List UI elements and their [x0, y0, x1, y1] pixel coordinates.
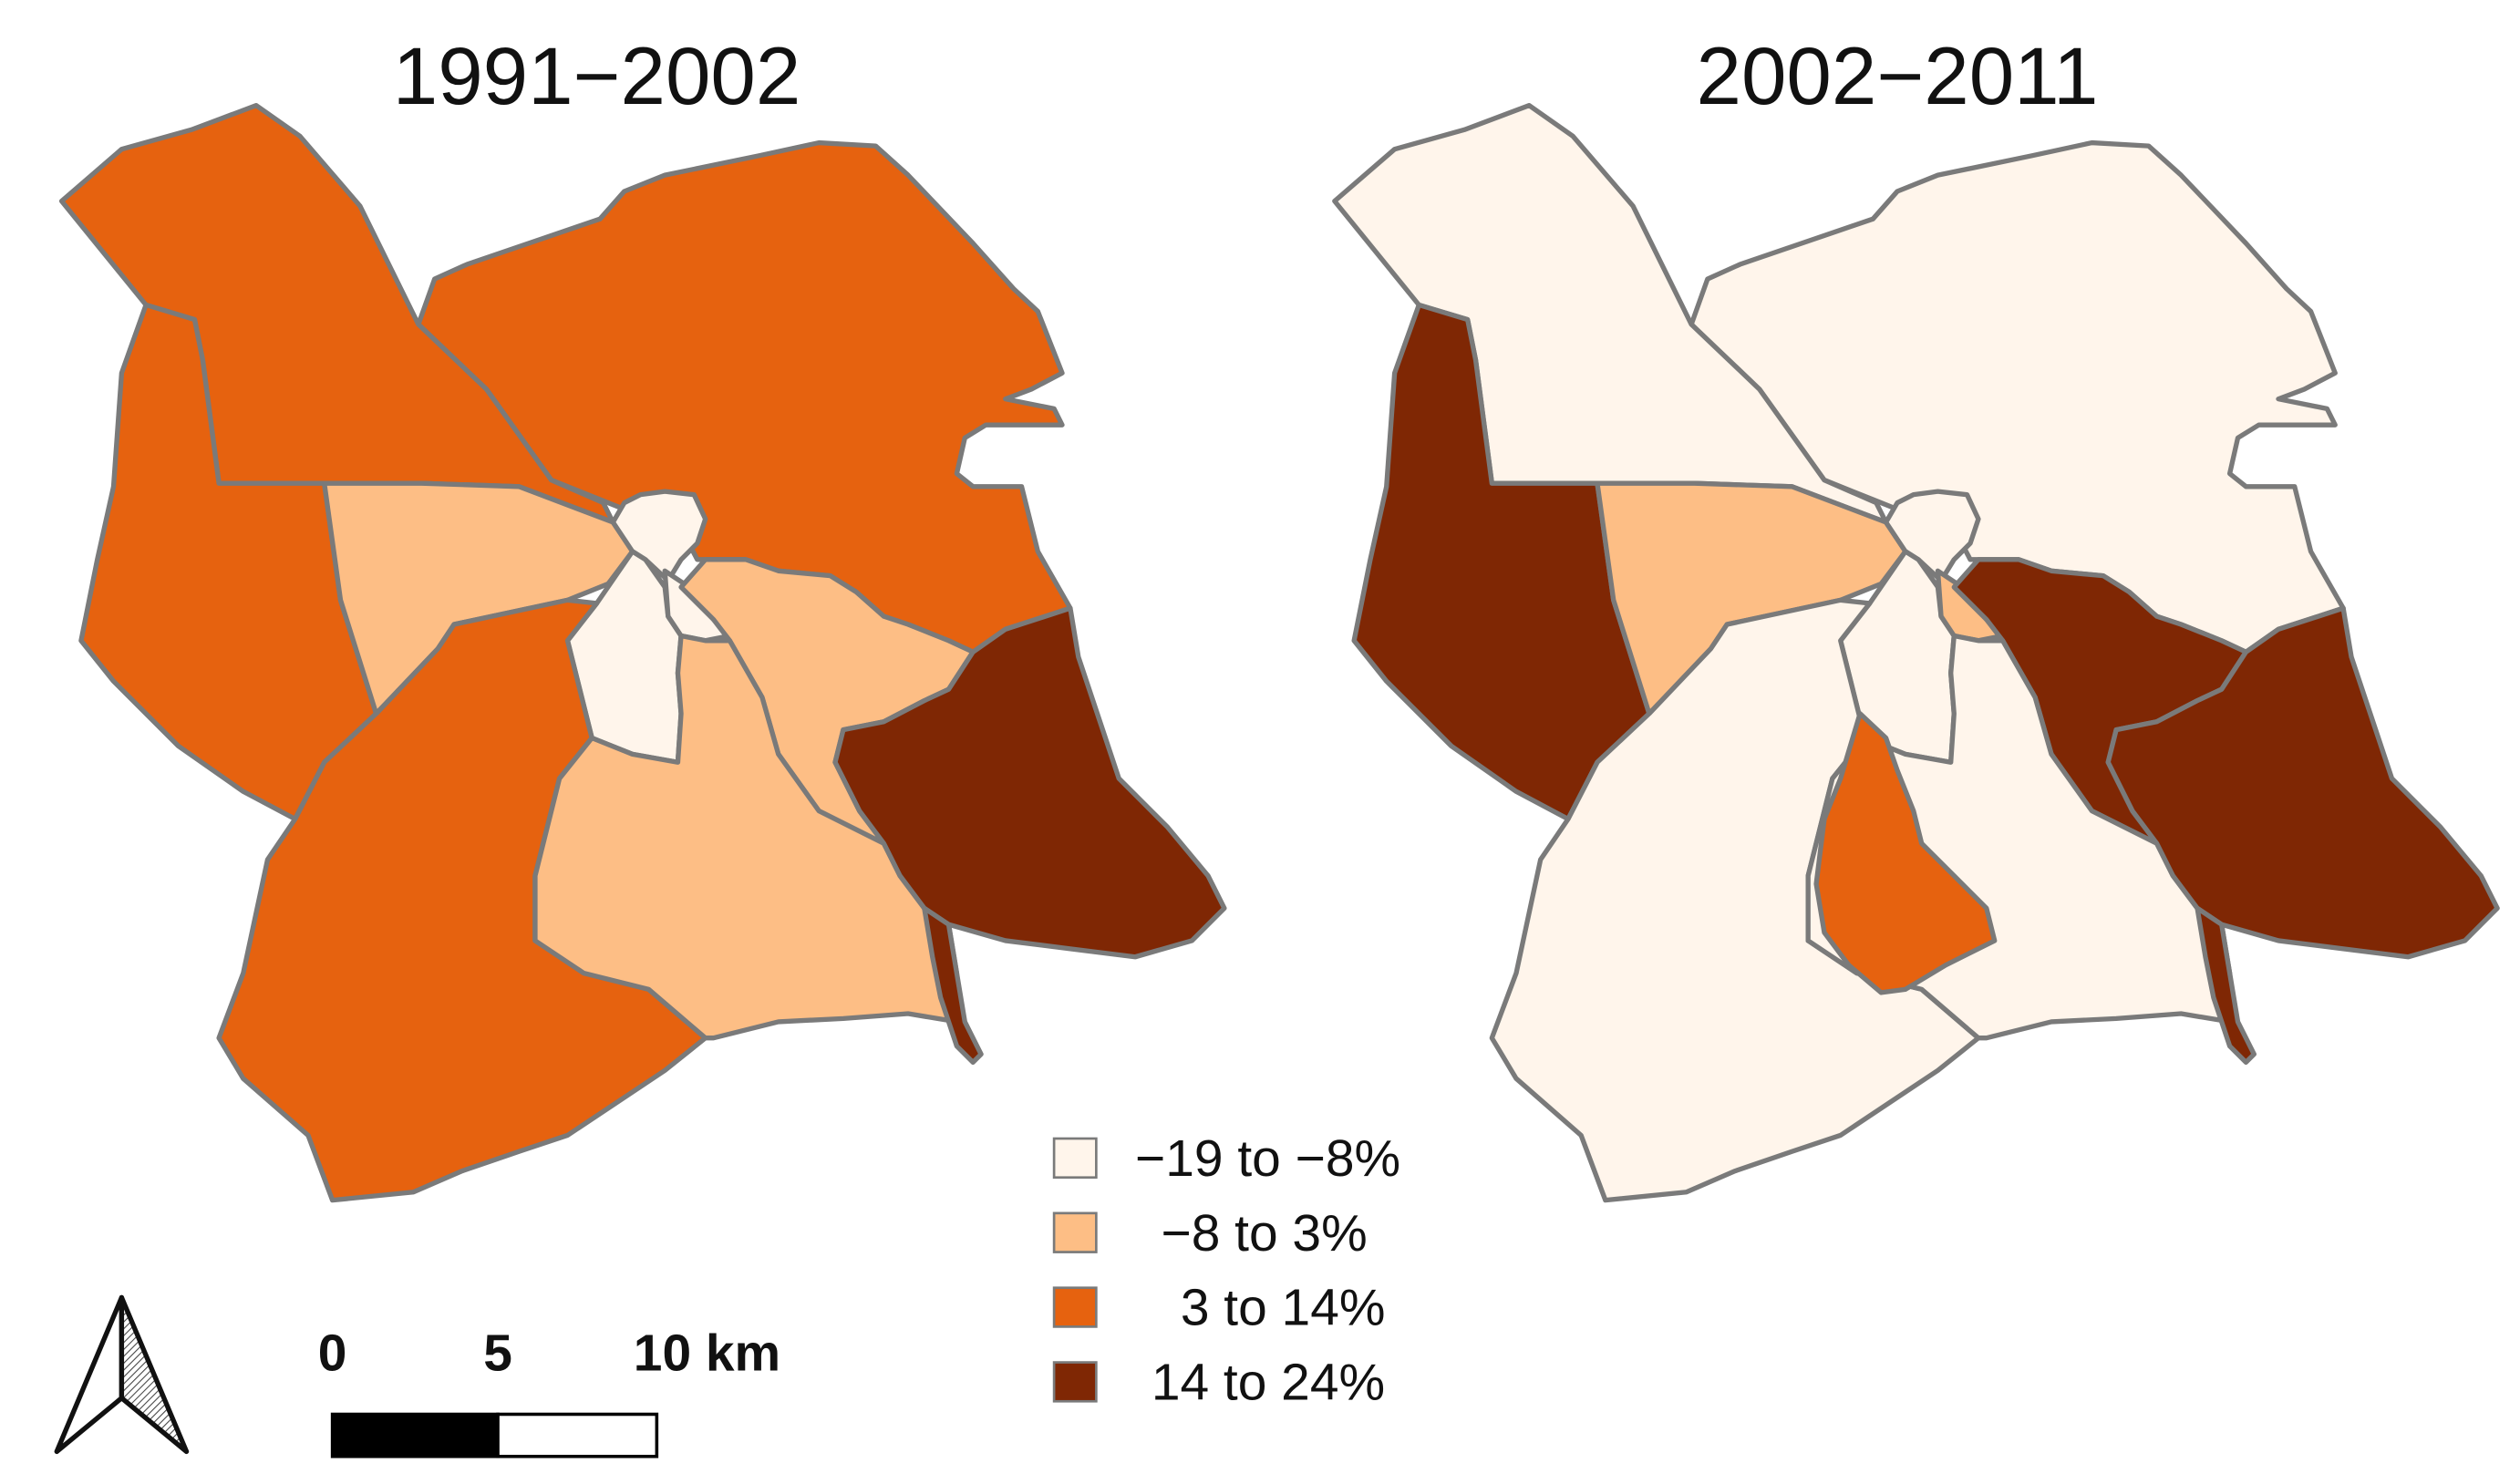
scale-segment-white — [496, 1412, 659, 1458]
district-south — [216, 597, 708, 1203]
scale-label-10: 10 km — [634, 1324, 780, 1382]
scale-bar: 0 5 10 km — [318, 1324, 780, 1458]
district-east — [832, 605, 1227, 960]
legend: −19 to −8% −8 to 3% 3 to 14% 14 to 24% — [1052, 1129, 1400, 1411]
legend-item: 3 to 14% — [1052, 1279, 1386, 1337]
river-inlet-left — [922, 905, 984, 1066]
scale-segment-black — [330, 1412, 500, 1458]
map-left: 1991−2002 — [58, 30, 1227, 1203]
scale-label-0: 0 — [318, 1324, 347, 1382]
legend-label: −19 to −8% — [1135, 1129, 1400, 1188]
legend-item: −19 to −8% — [1052, 1129, 1400, 1188]
legend-swatch — [1052, 1137, 1098, 1180]
map-title-left: 1991−2002 — [393, 30, 801, 121]
legend-swatch — [1052, 1361, 1098, 1403]
district-east — [2105, 605, 2500, 960]
district-center-west — [322, 480, 635, 716]
legend-swatch — [1052, 1286, 1098, 1328]
map-right: 2002−2011 — [1332, 30, 2500, 1203]
legend-swatch — [1052, 1211, 1098, 1253]
district-center-west — [1595, 480, 1908, 716]
legend-label: 14 to 24% — [1152, 1353, 1385, 1411]
river-inlet-right — [2195, 905, 2257, 1066]
legend-label: 3 to 14% — [1181, 1279, 1386, 1337]
map-title-right: 2002−2011 — [1697, 30, 2099, 121]
legend-item: −8 to 3% — [1052, 1204, 1368, 1262]
scale-label-5: 5 — [483, 1324, 512, 1382]
district-south-center — [1813, 711, 1998, 995]
north-arrow-icon — [54, 1294, 190, 1455]
district-south — [1489, 597, 1981, 1203]
legend-item: 14 to 24% — [1052, 1353, 1385, 1411]
legend-label: −8 to 3% — [1162, 1204, 1368, 1262]
